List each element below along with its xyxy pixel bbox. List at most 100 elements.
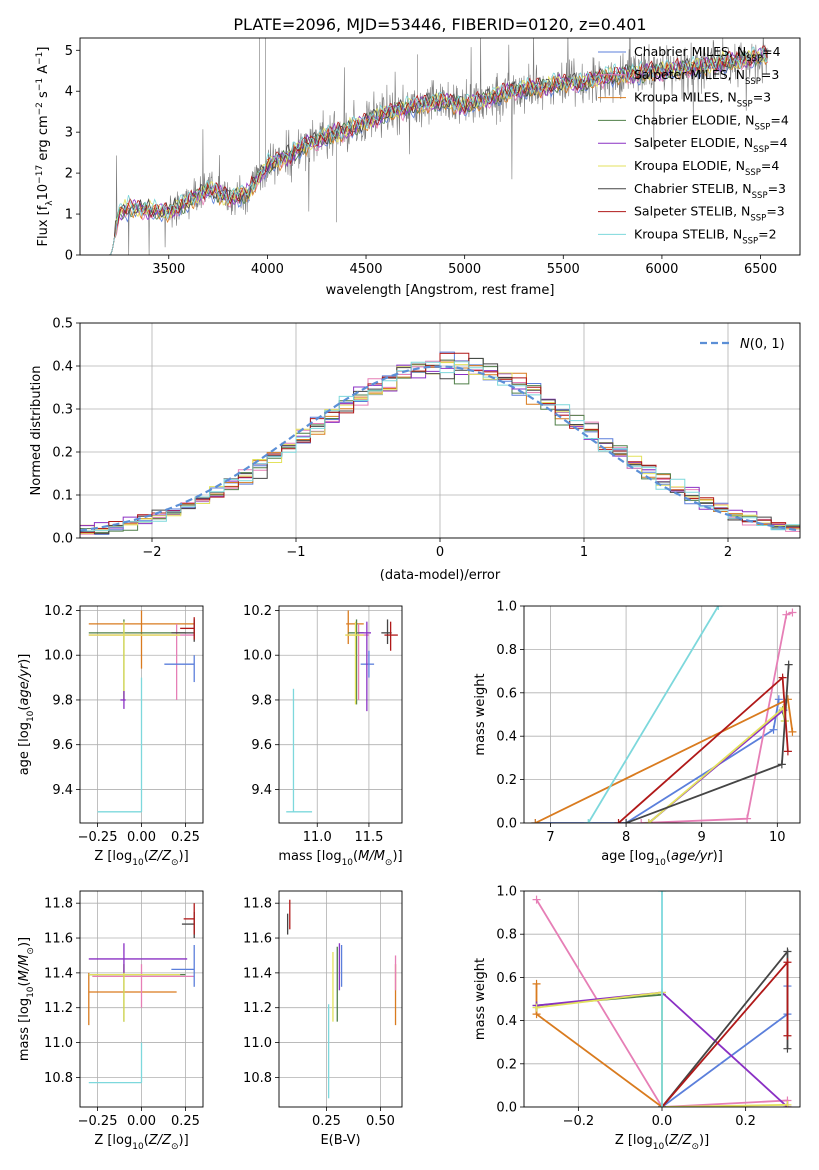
y-tick-label: 0.5: [52, 317, 73, 332]
y-tick-label: 11.4: [44, 966, 73, 981]
weight-marker: [783, 1044, 792, 1053]
x-tick-label: 2: [724, 545, 732, 560]
weight-marker: [644, 819, 653, 823]
panel-spectrum: 3500 4000 4500 5000 5500 6000 6500 0 1 2 3 4 5 wavele…: [35, 37, 801, 298]
label-part: mass [log: [278, 849, 341, 864]
x-tick-label: 0.25: [171, 1114, 200, 1129]
legend-sub: SSP: [754, 122, 770, 132]
label-part: age/yr: [17, 662, 32, 705]
x-tick-label: −0.25: [78, 1114, 118, 1129]
label-part: M/M: [17, 955, 32, 982]
axes-frame: [278, 605, 403, 824]
legend-label: Kroupa ELODIE, NSSP=4: [634, 158, 779, 178]
axes-frame: [79, 605, 204, 824]
weight-marker: [743, 814, 752, 823]
legend: N(0, 1): [700, 337, 785, 352]
label-part: ⊙: [171, 1142, 179, 1152]
label-part: Z/Z: [668, 1133, 692, 1148]
x-tick-label: 0: [436, 545, 444, 560]
model-line: [109, 48, 768, 255]
y-tick-label: 0.4: [496, 1014, 517, 1029]
x-tick-label: 6500: [744, 262, 777, 277]
label-part: (: [144, 1133, 149, 1148]
panel-age_vs_mass: 11.0 11.5 9.4 9.6 9.8 10.0 10.2 mass [log10(M/M…: [243, 604, 403, 868]
panel-mass_vs_Z: −0.25 0.00 0.25 10.8 11.0 11.2 11.4 11.6 11.8 Z […: [17, 890, 204, 1152]
x-tick-label: 3500: [152, 262, 185, 277]
plot-area-weight_vs_Z: [524, 891, 800, 1107]
weight-line: [534, 697, 794, 823]
label-part: M/M: [358, 849, 385, 864]
x-tick-label: 0.2: [735, 1114, 756, 1129]
x-tick-label: 1: [580, 545, 588, 560]
weight-marker: [783, 747, 792, 756]
y-tick-label: 10.0: [243, 649, 272, 664]
label-part: ⊙: [385, 858, 393, 868]
weight-marker: [784, 660, 793, 669]
weight-marker: [658, 891, 666, 895]
weight-marker: [637, 819, 646, 823]
legend-sub: SSP: [753, 145, 769, 155]
x-axis-label: Z [log10(Z/Z⊙)]: [94, 1133, 188, 1152]
y-tick-label: 0.2: [496, 1057, 517, 1072]
y-tick-label: 11.6: [243, 932, 272, 947]
legend-label: Salpeter STELIB, NSSP=3: [634, 204, 785, 224]
label-part: 10: [26, 986, 36, 998]
weight-marker: [783, 958, 792, 967]
axes-frame: [79, 890, 204, 1108]
y-tick-label: 0.6: [496, 971, 517, 986]
y-tick-label: 10.0: [44, 649, 73, 664]
y-tick-label: 3: [65, 126, 73, 141]
x-axis-label: age [log10(age/yr)]: [601, 849, 723, 868]
legend-tail: =3: [753, 90, 771, 105]
label-part: Z [log: [615, 1133, 653, 1148]
legend-tail: =4: [761, 158, 779, 173]
y-tick-label: 10.8: [243, 1071, 272, 1086]
legend-tail: =4: [769, 135, 787, 150]
weight-marker: [777, 760, 786, 769]
plot-area-mass_vs_EBV: [279, 891, 402, 1107]
axes-frame: [523, 605, 801, 824]
label-part: ⊙: [691, 1142, 699, 1152]
x-tick-label: 7: [546, 830, 554, 845]
label-part: )]: [699, 1133, 709, 1148]
weight-line: [617, 675, 789, 823]
x-tick-label: 0.0: [652, 1114, 673, 1129]
y-axis-label: Flux [fλ10−17 erg cm−2 s−1 A−1]: [35, 47, 55, 247]
legend-tail: =4: [770, 112, 788, 127]
model-line: [109, 49, 768, 255]
x-tick-label: 10: [769, 830, 786, 845]
y-tick-label: 11.2: [44, 1001, 73, 1016]
legend-text: Kroupa MILES, N: [634, 90, 737, 105]
label-part: 10: [36, 184, 51, 201]
legend-tail: =3: [766, 204, 784, 219]
legend-sub: SSP: [737, 100, 753, 110]
legend-sub: SSP: [745, 168, 761, 178]
label-part: 10: [26, 710, 36, 722]
plot-area-residuals: [80, 323, 800, 538]
legend-text: Chabrier STELIB, N: [634, 181, 752, 196]
label-part: )]: [17, 654, 32, 664]
label-part: age [log: [17, 722, 32, 775]
label-part: Z/Z: [148, 1133, 172, 1148]
weight-marker: [531, 819, 540, 823]
legend-sub: SSP: [745, 77, 761, 87]
axes-frame: [79, 322, 801, 539]
weight-marker: [584, 819, 593, 823]
label-part: λ: [45, 200, 55, 206]
label-part: 10: [132, 858, 144, 868]
label-part: age [log: [601, 849, 654, 864]
model-line: [109, 45, 768, 255]
label-part: −1: [35, 52, 45, 65]
legend-label: Kroupa STELIB, NSSP=2: [634, 226, 777, 246]
legend-text: Salpeter ELODIE, N: [634, 135, 753, 150]
y-tick-label: 9.4: [251, 783, 272, 798]
label-part: Flux [f: [36, 205, 51, 246]
legend-text: Chabrier MILES, N: [634, 44, 746, 59]
panel-weight_vs_Z: −0.2 0.0 0.2 0.0 0.2 0.4 0.6 0.8 1.0 mass weight Z…: [473, 885, 801, 1152]
axes-frame: [79, 37, 801, 256]
y-tick-label: 1.0: [496, 600, 517, 615]
x-tick-label: −1: [286, 545, 305, 560]
legend-sub: SSP: [750, 214, 766, 224]
